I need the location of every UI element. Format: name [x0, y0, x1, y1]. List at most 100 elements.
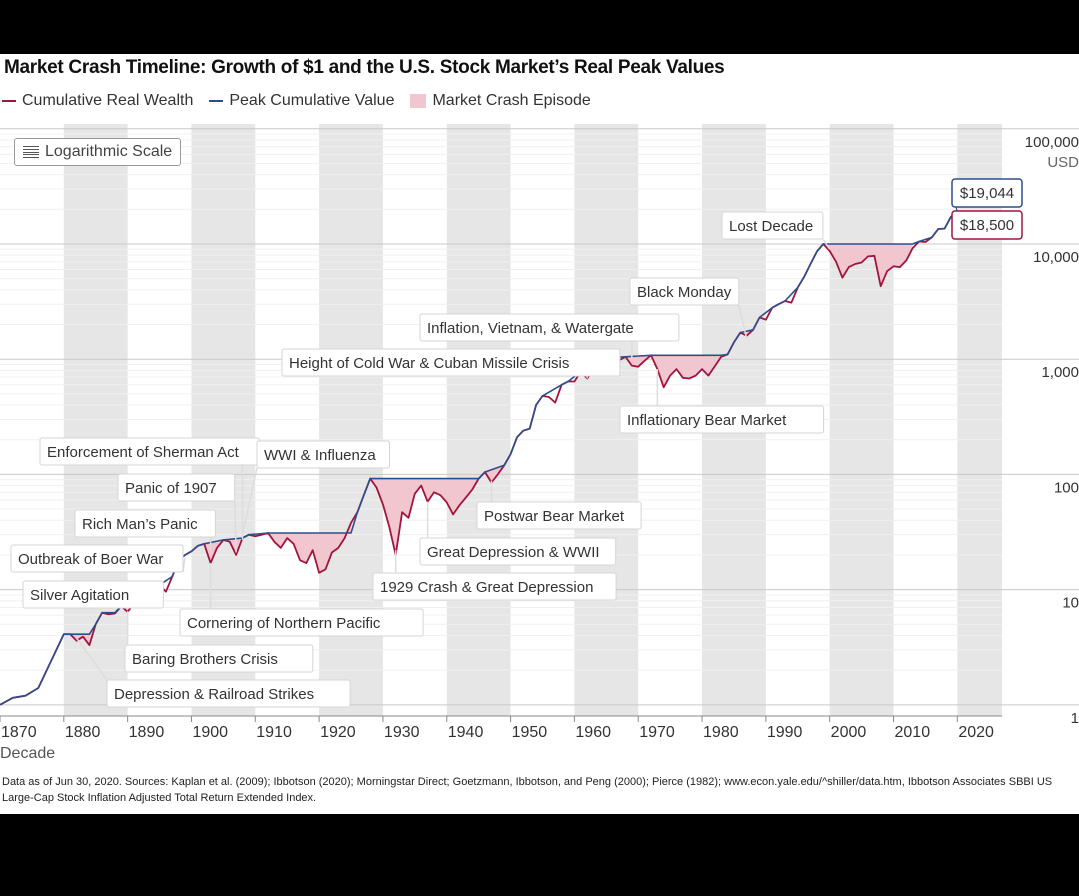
annotation-box [10, 544, 184, 573]
legend: Cumulative Real Wealth Peak Cumulative V… [2, 92, 591, 110]
annotation-label: Depression & Railroad Strikes [114, 686, 314, 703]
chart-title: Market Crash Timeline: Growth of $1 and … [4, 57, 725, 78]
annotation-box [419, 313, 680, 342]
annotation-box [721, 211, 824, 240]
annotation-label: Cornering of Northern Pacific [187, 615, 381, 632]
annotation-label: Baring Brothers Crisis [132, 651, 278, 668]
x-tick-label: 1910 [256, 724, 292, 741]
end-label-box [951, 210, 1023, 240]
annotation-callout: Panic of 1907 [117, 473, 237, 553]
annotation-label: Silver Agitation [30, 587, 129, 604]
x-tick-label: 1900 [192, 724, 228, 741]
legend-line-swatch [2, 100, 16, 102]
y-unit-label: USD [1047, 154, 1079, 171]
annotation-callout: Postwar Bear Market [476, 480, 642, 530]
end-label-box [951, 178, 1023, 208]
annotation-box [619, 405, 825, 434]
annotation-box [372, 572, 617, 601]
x-tick-label: 2010 [895, 724, 931, 741]
annotation-label: Inflationary Bear Market [627, 412, 787, 429]
x-axis-label: Decade [0, 745, 55, 762]
annotation-box [124, 644, 314, 673]
annotation-callout: Lost Decade [721, 211, 831, 250]
annotation-callout: Black Monday [629, 277, 748, 340]
legend-label: Market Crash Episode [432, 92, 591, 109]
x-tick-label: 1870 [1, 724, 37, 741]
annotation-label: Height of Cold War & Cuban Missile Crisi… [289, 355, 569, 372]
y-tick-label: 1,000 [1041, 364, 1079, 381]
logarithmic-scale-label: Logarithmic Scale [45, 143, 173, 160]
annotation-callout: WWI & Influenza [241, 440, 390, 535]
annotation-label: Enforcement of Sherman Act [47, 444, 240, 461]
annotation-callout: Silver Agitation [22, 580, 164, 609]
x-tick-label: 1930 [384, 724, 420, 741]
decade-band [829, 124, 894, 716]
x-tick-label: 1880 [65, 724, 101, 741]
legend-label: Peak Cumulative Value [229, 92, 395, 109]
annotation-box [476, 501, 642, 530]
logarithmic-scale-button[interactable]: Logarithmic Scale [14, 138, 182, 166]
annotation-leader [822, 238, 831, 250]
annotation-callout: Cornering of Northern Pacific [179, 563, 424, 637]
annotation-callout: 1929 Crash & Great Depression [372, 550, 617, 601]
end-label-text: $18,500 [960, 217, 1014, 234]
annotation-leader [75, 637, 108, 681]
x-tick-label: 1920 [320, 724, 356, 741]
y-tick-label: 10,000 [1033, 249, 1079, 266]
annotation-leader [233, 500, 237, 553]
annotation-label: Great Depression & WWII [427, 544, 600, 561]
annotation-callout: Depression & Railroad Strikes [75, 637, 351, 708]
crash-episode-area [823, 244, 913, 287]
legend-item-market-crash-episode[interactable]: Market Crash Episode [410, 92, 591, 110]
crash-episode-area [651, 355, 722, 388]
annotation-callout: Baring Brothers Crisis [124, 611, 314, 673]
annotation-label: 1929 Crash & Great Depression [380, 579, 593, 596]
crash-episode-area [370, 478, 422, 555]
x-tick-label: 1960 [575, 724, 611, 741]
x-tick-label: 1890 [129, 724, 165, 741]
legend-box-swatch [410, 94, 427, 108]
x-tick-label: 1990 [767, 724, 803, 741]
footnote: Data as of Jun 30, 2020. Sources: Kaplan… [2, 776, 1053, 804]
crash-episode-area [268, 522, 351, 573]
end-value-label: $18,500 [951, 210, 1023, 240]
x-tick-label: 1940 [448, 724, 484, 741]
plot-area: 1 10 100 1,000 10,000 100,000 USD 1870 1880 1890 1… [0, 124, 1079, 762]
x-tick-label: 1980 [703, 724, 739, 741]
annotation-callout: Height of Cold War & Cuban Missile Crisi… [281, 348, 621, 379]
annotation-box [74, 509, 216, 538]
decade-band [63, 124, 128, 716]
annotation-label: Postwar Bear Market [484, 508, 625, 525]
annotation-leader [241, 467, 258, 535]
annotation-callout: Outbreak of Boer War [10, 544, 186, 573]
annotation-callout: Rich Man’s Panic [74, 509, 216, 551]
end-value-label: $19,044 [951, 178, 1023, 212]
annotation-box [106, 679, 351, 708]
y-tick-label: 1 [1071, 710, 1079, 727]
annotation-callout: Great Depression & WWII [419, 501, 617, 566]
annotation-box [629, 277, 740, 306]
legend-item-peak-cumulative-value[interactable]: Peak Cumulative Value [209, 92, 394, 110]
annotation-box [256, 440, 390, 469]
decade-band [446, 124, 511, 716]
annotation-label: Black Monday [637, 284, 732, 301]
annotation-label: Rich Man’s Panic [82, 516, 198, 533]
annotation-box [117, 473, 236, 502]
y-tick-label: 100 [1054, 479, 1079, 496]
annotation-label: Lost Decade [729, 218, 813, 235]
x-tick-label: 1970 [639, 724, 675, 741]
annotation-box [281, 348, 621, 377]
annotation-label: Panic of 1907 [125, 480, 217, 497]
legend-line-swatch [209, 100, 224, 102]
x-tick-label: 1950 [512, 724, 548, 741]
legend-label: Cumulative Real Wealth [22, 92, 194, 109]
annotation-box [419, 537, 617, 566]
annotation-label: Outbreak of Boer War [18, 551, 163, 568]
y-tick-label: 10 [1062, 595, 1079, 612]
chart-canvas: 1 10 100 1,000 10,000 100,000 USD 1870 1880 1890 1… [0, 54, 1079, 814]
annotation-box [22, 580, 164, 609]
legend-item-cumulative-real-wealth[interactable]: Cumulative Real Wealth [2, 92, 193, 110]
x-tick-label: 2000 [831, 724, 867, 741]
annotation-callout: Inflation, Vietnam, & Watergate [419, 313, 680, 360]
y-tick-label: 100,000 [1025, 134, 1079, 151]
